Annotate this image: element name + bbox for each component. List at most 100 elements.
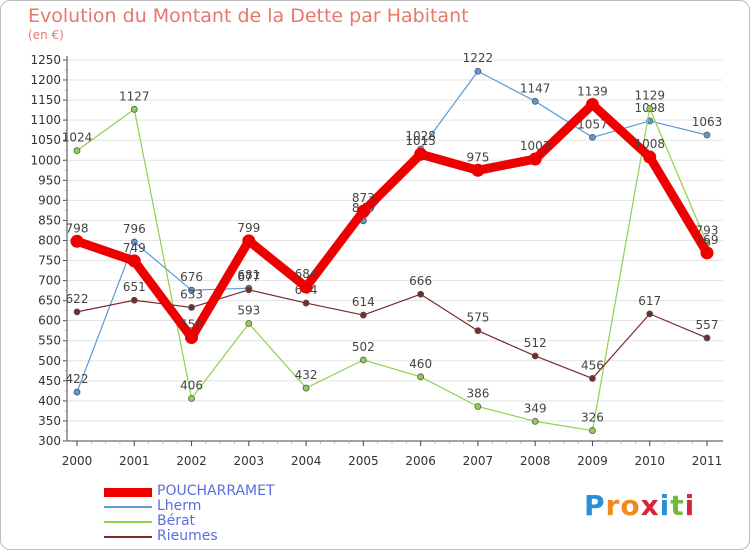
data-point xyxy=(359,311,367,319)
data-point xyxy=(531,97,539,105)
data-label: 558 xyxy=(180,318,203,332)
y-tick-label: 1200 xyxy=(30,73,61,87)
data-label: 1063 xyxy=(692,115,723,129)
x-tick-label: 2011 xyxy=(692,454,723,468)
x-tick-label: 2002 xyxy=(176,454,207,468)
data-point xyxy=(531,352,539,360)
data-point xyxy=(589,134,596,141)
x-tick-label: 2006 xyxy=(405,454,436,468)
chart-unit: (en €) xyxy=(28,28,64,42)
data-label: 349 xyxy=(524,401,547,415)
legend-item: Rieumes xyxy=(104,528,324,545)
data-point xyxy=(414,147,428,161)
logo-letter: P xyxy=(584,489,606,522)
legend-item: POUCHARRAMET xyxy=(104,483,324,500)
data-label: 798 xyxy=(66,221,89,235)
data-point xyxy=(130,105,138,113)
chart-title: Evolution du Montant de la Dette par Hab… xyxy=(28,5,469,27)
data-point xyxy=(73,308,81,316)
y-tick-label: 850 xyxy=(38,213,61,227)
data-point xyxy=(127,254,141,268)
data-label: 1129 xyxy=(634,89,665,103)
data-label: 1127 xyxy=(119,89,150,103)
data-label: 622 xyxy=(66,292,89,306)
legend-label: Bérat xyxy=(157,513,196,529)
data-point xyxy=(531,417,539,425)
y-tick-label: 550 xyxy=(38,334,61,348)
data-point xyxy=(585,98,599,112)
data-label: 422 xyxy=(66,372,89,386)
y-tick-label: 1250 xyxy=(30,53,61,67)
x-tick-label: 2008 xyxy=(520,454,551,468)
data-point xyxy=(188,395,195,402)
data-point xyxy=(417,373,425,381)
data-label: 1147 xyxy=(520,81,551,95)
data-label: 512 xyxy=(524,336,547,350)
y-tick-label: 700 xyxy=(38,274,61,288)
data-point xyxy=(643,150,657,164)
y-tick-label: 350 xyxy=(38,414,61,428)
logo-letter: x xyxy=(640,489,660,522)
x-tick-label: 2007 xyxy=(463,454,494,468)
y-tick-label: 1050 xyxy=(30,133,61,147)
data-point xyxy=(130,296,138,304)
legend-label: Lherm xyxy=(157,498,202,514)
data-label: 873 xyxy=(352,191,375,205)
x-tick-label: 2003 xyxy=(234,454,265,468)
data-point xyxy=(417,290,425,298)
data-point xyxy=(646,105,654,112)
data-label: 614 xyxy=(352,295,375,309)
legend-item: Lherm xyxy=(104,498,324,515)
x-tick-label: 2005 xyxy=(348,454,379,468)
data-label: 1003 xyxy=(520,139,551,153)
series-line-rieumes xyxy=(76,289,708,380)
data-point xyxy=(73,147,81,155)
data-label: 681 xyxy=(237,268,260,282)
data-label: 593 xyxy=(237,303,260,317)
data-point xyxy=(73,388,81,396)
data-label: 460 xyxy=(409,357,432,371)
legend-label: POUCHARRAMET xyxy=(157,483,275,499)
legend-swatch xyxy=(104,506,152,508)
y-tick-label: 1000 xyxy=(30,153,61,167)
data-point xyxy=(299,280,313,294)
x-tick-label: 2000 xyxy=(62,454,93,468)
legend-item: Bérat xyxy=(104,513,324,530)
data-label: 677 xyxy=(237,270,260,284)
data-point xyxy=(528,152,542,166)
data-label: 1028 xyxy=(405,129,436,143)
data-point xyxy=(471,163,485,177)
data-point xyxy=(589,375,596,382)
series-line-poucharramet xyxy=(72,100,712,343)
data-label: 1139 xyxy=(577,85,608,99)
x-tick-label: 2010 xyxy=(634,454,665,468)
data-label: 1015 xyxy=(405,134,436,148)
series-line-bérat xyxy=(76,107,708,432)
data-point xyxy=(474,327,482,335)
data-point xyxy=(474,67,482,75)
data-point xyxy=(245,320,253,327)
data-label: 633 xyxy=(180,287,203,301)
data-label: 406 xyxy=(180,378,203,392)
data-point xyxy=(130,238,138,246)
data-label: 1008 xyxy=(634,137,665,151)
data-point xyxy=(70,234,84,248)
legend: POUCHARRAMET Lherm Bérat Rieumes xyxy=(104,483,324,545)
data-point xyxy=(646,310,654,318)
series-line-lherm xyxy=(76,241,250,393)
data-label: 617 xyxy=(638,294,661,308)
legend-swatch xyxy=(104,487,152,497)
data-label: 557 xyxy=(696,318,719,332)
logo-letter: r xyxy=(605,489,621,522)
data-label: 432 xyxy=(295,368,318,382)
logo-letter: t xyxy=(670,489,685,522)
data-label: 575 xyxy=(466,311,489,325)
y-tick-label: 750 xyxy=(38,254,61,268)
data-point xyxy=(703,131,711,139)
data-point xyxy=(242,234,256,248)
legend-swatch xyxy=(104,536,152,538)
data-point xyxy=(302,299,310,307)
y-tick-label: 500 xyxy=(38,354,61,368)
data-point xyxy=(188,304,195,311)
